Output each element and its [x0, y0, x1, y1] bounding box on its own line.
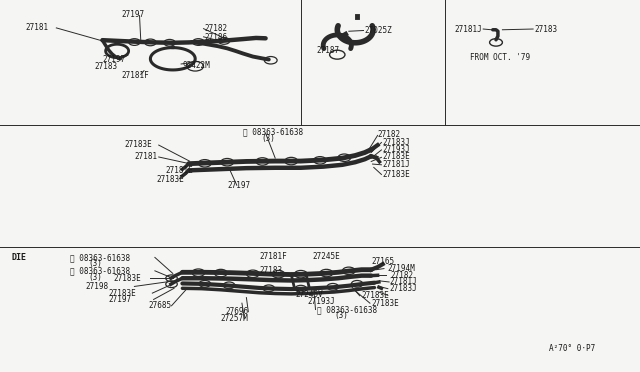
Text: 27197: 27197	[227, 182, 250, 190]
Text: 27181J: 27181J	[454, 25, 482, 33]
Text: 27183: 27183	[259, 266, 282, 275]
Text: 27197: 27197	[122, 10, 145, 19]
Text: 27198: 27198	[85, 282, 108, 291]
Text: Ⓢ 08363-61638: Ⓢ 08363-61638	[243, 128, 303, 137]
Text: DIE: DIE	[12, 253, 26, 262]
Text: 27165: 27165	[371, 257, 394, 266]
Text: 92422M: 92422M	[182, 61, 210, 70]
Text: 27183J: 27183J	[383, 138, 410, 147]
Text: 27245V: 27245V	[296, 290, 323, 299]
Text: (3): (3)	[88, 273, 102, 282]
Text: 27183E: 27183E	[383, 170, 410, 179]
Text: 27183E: 27183E	[125, 140, 152, 149]
Text: 27197: 27197	[102, 55, 125, 64]
Text: FROM OCT. '79: FROM OCT. '79	[470, 53, 531, 62]
Text: 27181F: 27181F	[259, 252, 287, 261]
Text: 27183E: 27183E	[371, 299, 399, 308]
Text: A²70° 0·P7: A²70° 0·P7	[549, 344, 595, 353]
Text: 27257M: 27257M	[221, 314, 248, 323]
Text: 27181: 27181	[26, 23, 49, 32]
Text: 27194M: 27194M	[387, 264, 415, 273]
Text: 27181F: 27181F	[122, 71, 149, 80]
Text: 27696: 27696	[225, 307, 248, 316]
Text: 27182: 27182	[378, 130, 401, 139]
Text: (3): (3)	[88, 259, 102, 268]
Text: (3): (3)	[261, 134, 275, 143]
Text: 27197: 27197	[109, 295, 132, 304]
Text: 27685: 27685	[148, 301, 172, 310]
Text: 27183E: 27183E	[157, 175, 184, 184]
Text: 27182: 27182	[390, 271, 413, 280]
Text: Ⓢ 08363-61638: Ⓢ 08363-61638	[70, 266, 131, 275]
Text: 27183: 27183	[95, 62, 118, 71]
Text: 27183E: 27183E	[109, 289, 136, 298]
Text: 27183E: 27183E	[114, 274, 141, 283]
Text: 27183E: 27183E	[362, 291, 389, 300]
Text: 27181: 27181	[134, 153, 157, 161]
Text: 27245E: 27245E	[312, 252, 340, 261]
Text: Ⓢ 08363-61638: Ⓢ 08363-61638	[70, 253, 131, 262]
Text: 27181J: 27181J	[389, 278, 417, 286]
Text: 27193J: 27193J	[383, 145, 410, 154]
Text: 27193J: 27193J	[307, 297, 335, 306]
Text: (3): (3)	[334, 311, 348, 320]
Text: 27181E: 27181E	[165, 166, 193, 174]
Text: 27181J: 27181J	[383, 160, 410, 169]
Text: 27183J: 27183J	[389, 284, 417, 293]
Text: 27187: 27187	[317, 46, 340, 55]
Text: 27183E: 27183E	[383, 153, 410, 161]
Text: 27182: 27182	[205, 24, 228, 33]
Text: 27025Z: 27025Z	[365, 26, 392, 35]
Text: Ⓢ 08363-61638: Ⓢ 08363-61638	[317, 305, 377, 314]
Text: 27186: 27186	[205, 33, 228, 42]
Text: 27183: 27183	[534, 25, 557, 33]
